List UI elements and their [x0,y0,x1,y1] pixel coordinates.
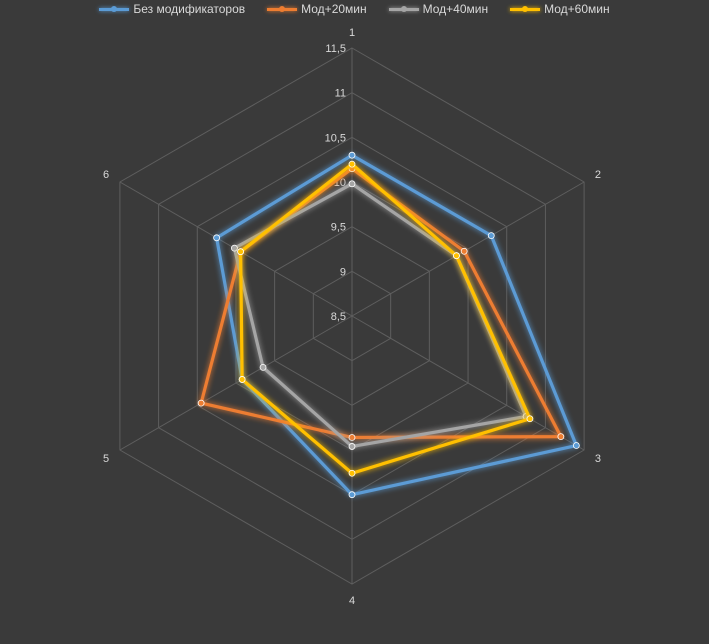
radial-tick-label: 10,5 [325,132,346,144]
category-label: 6 [103,169,109,181]
data-point [348,160,356,168]
legend-item-series-2: Мод+20мин [267,2,367,16]
grid-spoke [119,315,353,451]
data-point [197,399,205,407]
category-label: 2 [595,169,601,181]
legend-label-series-4: Мод+60мин [544,2,610,16]
series-line [215,153,578,497]
radial-tick-label: 9 [340,266,346,278]
legend-item-series-4: Мод+60мин [510,2,610,16]
legend-item-series-3: Мод+40мин [388,2,489,16]
legend-swatch-series-1 [99,4,130,14]
radar-grid [119,47,585,585]
grid-spoke [351,315,585,451]
category-labels: 1 2 3 4 5 6 [103,27,601,607]
data-point [237,248,244,256]
data-point [348,491,356,499]
data-point [572,442,580,449]
radial-tick-label: 9,5 [331,222,346,234]
data-point [557,433,565,441]
series-line [238,162,532,475]
grid-spoke [351,181,585,317]
data-point [453,252,460,260]
data-point [348,151,356,159]
radial-tick-label: 11 [335,88,346,100]
data-point [348,434,356,441]
data-point [231,244,238,252]
category-label: 4 [349,595,355,607]
data-point [348,469,356,477]
legend-label-series-1: Без модификаторов [133,2,246,16]
legend-swatch-series-3 [388,4,419,14]
legend-label-series-2: Мод+20мин [301,2,367,16]
data-point [487,232,495,240]
legend-swatch-series-4 [510,4,541,14]
series-4 [237,160,534,477]
legend-swatch-series-2 [267,4,298,14]
category-label: 1 [349,27,355,39]
series-layer [197,151,580,499]
data-point [348,180,356,188]
data-point [238,376,246,383]
category-label: 5 [103,453,109,465]
radial-tick-label: 11,5 [325,43,346,55]
data-point [213,234,221,242]
chart-legend: Без модификаторов Мод+20мин Мод+40мин Мо… [0,2,709,16]
data-point [460,247,468,255]
series-2 [197,165,565,441]
legend-label-series-3: Мод+40мин [422,2,489,16]
legend-item-series-1: Без модификаторов [99,2,245,16]
data-point [526,415,534,423]
category-label: 3 [595,453,601,465]
radial-tick-label: 8,5 [331,311,346,323]
data-point [348,443,356,450]
data-point [259,363,267,371]
